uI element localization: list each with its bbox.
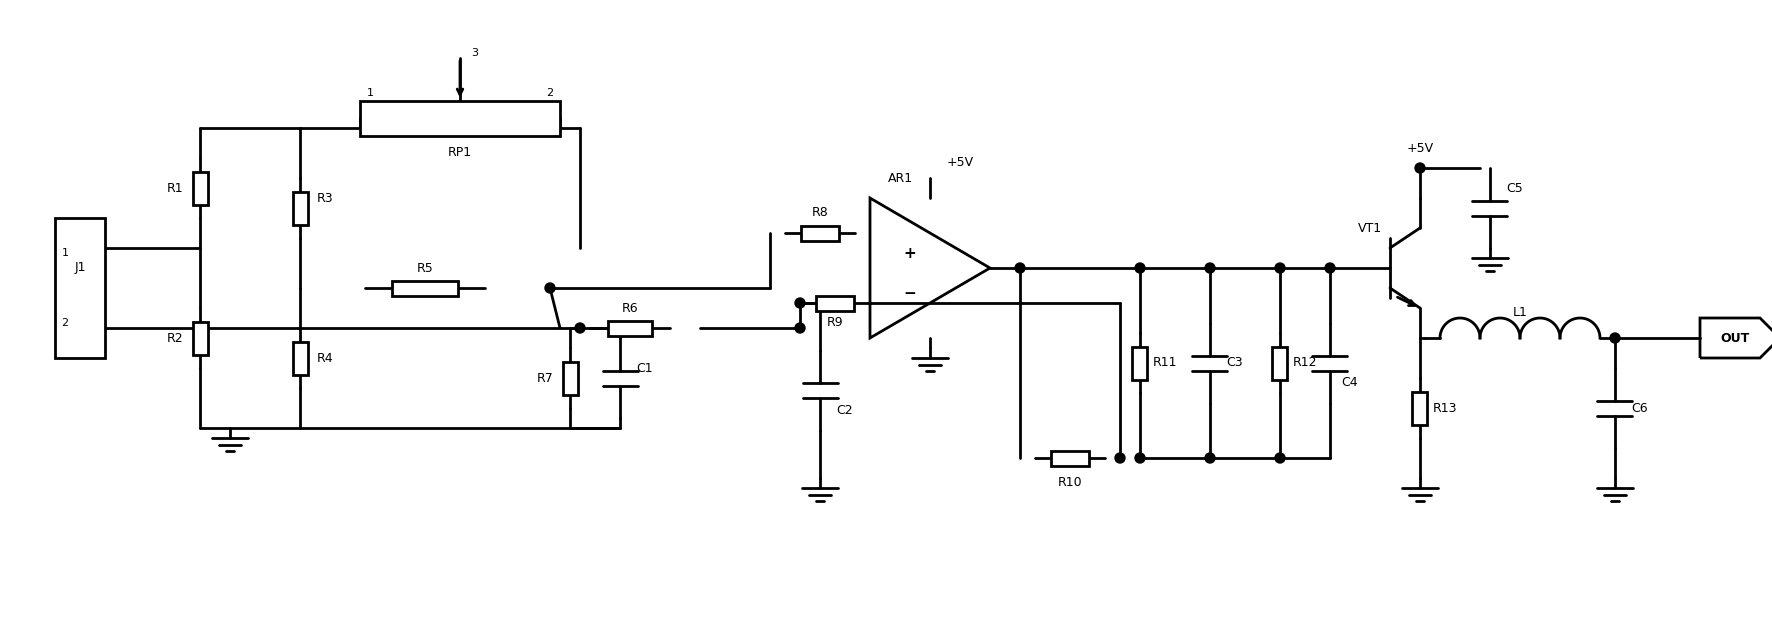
Text: R2: R2 xyxy=(167,331,183,344)
Circle shape xyxy=(1136,263,1145,273)
Bar xyxy=(815,295,854,310)
Text: C5: C5 xyxy=(1506,182,1524,195)
Text: 1: 1 xyxy=(367,88,374,98)
Circle shape xyxy=(1015,263,1024,273)
Bar xyxy=(360,101,560,135)
Bar xyxy=(292,342,308,375)
Bar xyxy=(292,192,308,224)
Text: R12: R12 xyxy=(1294,357,1317,370)
Text: C2: C2 xyxy=(836,404,854,417)
Text: R13: R13 xyxy=(1434,402,1457,415)
Bar xyxy=(1412,391,1428,425)
Text: R9: R9 xyxy=(828,316,843,329)
Text: +: + xyxy=(904,245,916,261)
Bar xyxy=(1051,451,1090,465)
Bar xyxy=(1272,347,1288,379)
Text: C4: C4 xyxy=(1341,376,1359,389)
Text: R10: R10 xyxy=(1058,476,1083,489)
Text: R6: R6 xyxy=(622,302,638,315)
Text: 3: 3 xyxy=(471,48,478,58)
Circle shape xyxy=(1136,453,1145,463)
Circle shape xyxy=(1115,453,1125,463)
Circle shape xyxy=(1205,263,1216,273)
Text: −: − xyxy=(904,286,916,300)
Circle shape xyxy=(796,323,804,333)
Text: 2: 2 xyxy=(546,88,553,98)
Text: R11: R11 xyxy=(1154,357,1177,370)
Text: C3: C3 xyxy=(1226,357,1244,370)
Text: 1: 1 xyxy=(62,248,69,258)
Circle shape xyxy=(574,323,585,333)
Text: +5V: +5V xyxy=(1407,142,1434,154)
Bar xyxy=(55,218,105,358)
Text: AR1: AR1 xyxy=(888,172,913,185)
Bar xyxy=(562,362,578,394)
Bar xyxy=(193,172,207,205)
Text: R5: R5 xyxy=(416,261,434,274)
Text: J1: J1 xyxy=(74,261,85,274)
Text: L1: L1 xyxy=(1513,307,1527,320)
Text: RP1: RP1 xyxy=(448,146,471,159)
Text: R7: R7 xyxy=(537,371,553,384)
Text: R4: R4 xyxy=(317,352,333,365)
Bar xyxy=(193,321,207,355)
Circle shape xyxy=(1416,163,1425,173)
Text: 2: 2 xyxy=(62,318,69,328)
Circle shape xyxy=(1276,263,1285,273)
Text: +5V: +5V xyxy=(946,156,973,169)
Circle shape xyxy=(1325,263,1334,273)
Bar xyxy=(392,281,457,295)
Circle shape xyxy=(1276,453,1285,463)
Text: C1: C1 xyxy=(636,362,654,375)
Bar xyxy=(801,226,840,240)
Text: OUT: OUT xyxy=(1721,331,1749,344)
Circle shape xyxy=(546,283,555,293)
Text: R1: R1 xyxy=(167,182,183,195)
Circle shape xyxy=(1611,333,1620,343)
Bar xyxy=(608,321,652,336)
Text: C6: C6 xyxy=(1632,402,1648,415)
Text: R3: R3 xyxy=(317,192,333,205)
Bar xyxy=(1132,347,1148,379)
Circle shape xyxy=(796,298,804,308)
Text: R8: R8 xyxy=(812,206,828,219)
Text: VT1: VT1 xyxy=(1357,221,1382,234)
Circle shape xyxy=(1205,453,1216,463)
